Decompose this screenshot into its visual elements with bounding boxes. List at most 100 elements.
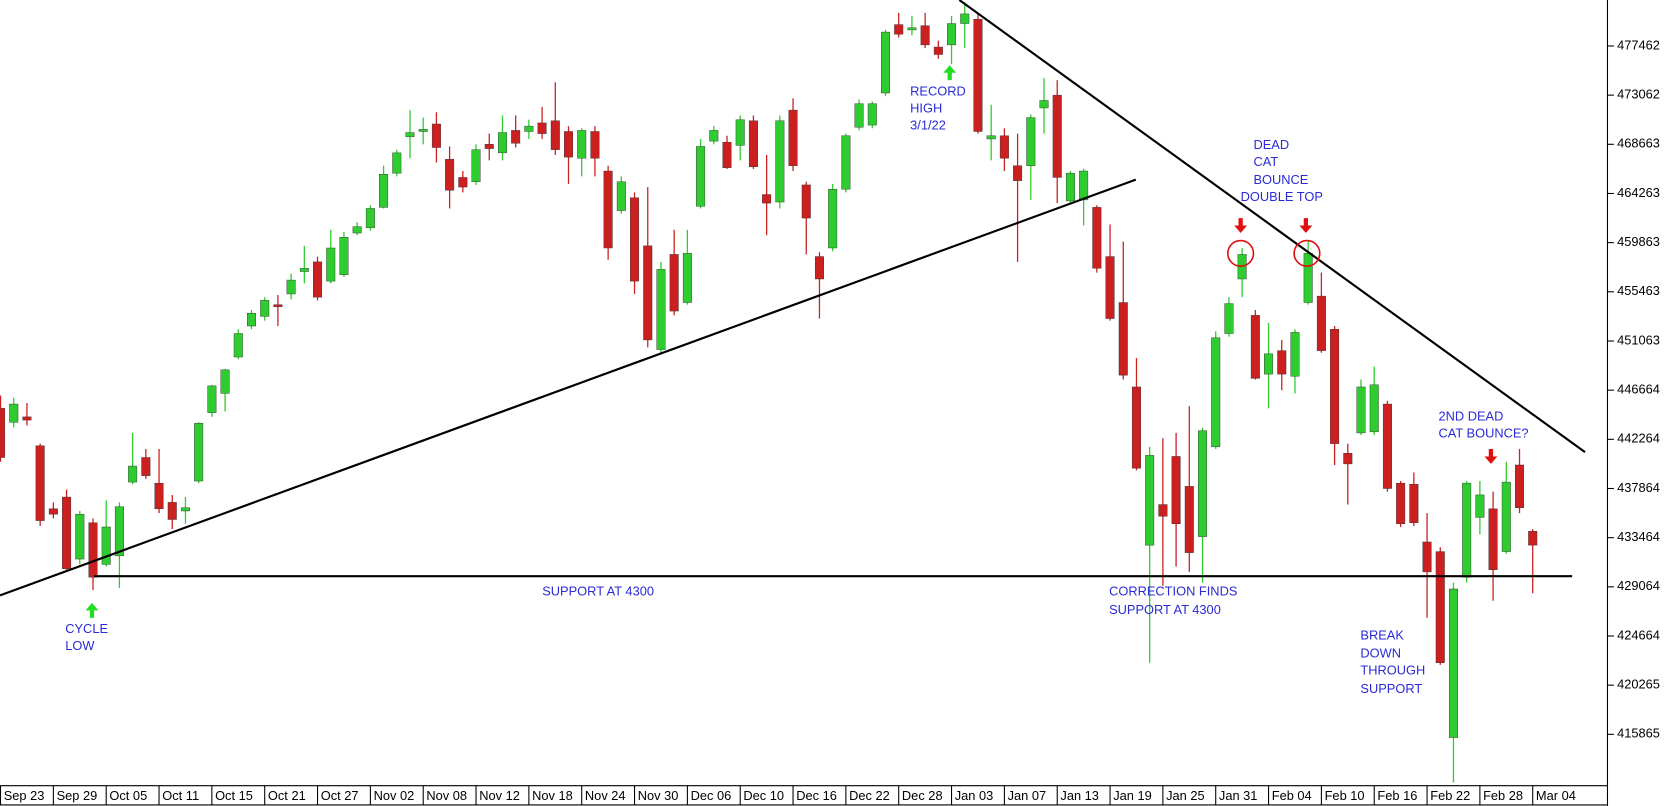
- x-tick-label: Feb 22: [1430, 788, 1470, 803]
- candle-body: [775, 120, 785, 203]
- candle-body: [524, 125, 534, 132]
- x-tick-label: Feb 04: [1272, 788, 1312, 803]
- down-arrow: [1299, 218, 1313, 234]
- y-tick-label: 459863: [1617, 234, 1660, 249]
- annotation: CORRECTION FINDS: [1109, 584, 1237, 599]
- annotation: 3/1/22: [910, 118, 946, 133]
- annotation: DOWN: [1360, 646, 1401, 661]
- candle-body: [1171, 456, 1181, 524]
- candle-body: [1264, 353, 1274, 375]
- candle-body: [1515, 464, 1525, 508]
- y-tick-label: 433464: [1617, 529, 1660, 544]
- annotation: CYCLE: [65, 621, 108, 636]
- candle-body: [1079, 170, 1089, 201]
- candle-body: [735, 119, 745, 146]
- candle-body: [920, 25, 930, 46]
- annotation: DOUBLE TOP: [1241, 189, 1323, 204]
- candle-body: [894, 24, 904, 35]
- candle-body: [933, 46, 943, 55]
- candle-body: [577, 130, 587, 159]
- candle-body: [1501, 481, 1511, 552]
- x-tick-label: Oct 27: [321, 788, 359, 803]
- candle-body: [352, 226, 362, 234]
- candle-body: [471, 149, 481, 182]
- x-tick-label: Jan 19: [1113, 788, 1152, 803]
- candle-body: [1184, 486, 1194, 553]
- candle-body: [497, 132, 507, 154]
- annotation: SUPPORT AT 4300: [1109, 602, 1221, 617]
- candle-body: [537, 122, 547, 134]
- down-arrow: [1234, 218, 1248, 234]
- candle-body: [550, 120, 560, 150]
- candle-body: [286, 279, 296, 295]
- annotation: CAT BOUNCE?: [1438, 425, 1528, 440]
- candle-body: [1343, 453, 1353, 465]
- candle-body: [801, 184, 811, 219]
- annotation: DEAD: [1253, 137, 1289, 152]
- x-tick-label: Jan 25: [1166, 788, 1205, 803]
- candle-body: [1211, 337, 1221, 448]
- x-tick-label: Dec 10: [743, 788, 784, 803]
- candle-body: [101, 526, 111, 565]
- y-tick-label: 477462: [1617, 37, 1660, 52]
- candle-body: [814, 256, 824, 280]
- candle-body: [1396, 482, 1406, 524]
- candle-body: [867, 103, 877, 126]
- candle-body: [1422, 541, 1432, 573]
- candle-body: [1026, 117, 1036, 166]
- candle-body: [788, 109, 798, 166]
- candle-body: [1382, 403, 1392, 489]
- candle-body: [180, 507, 190, 512]
- highlight-circle: [1293, 239, 1321, 267]
- candle-body: [247, 312, 256, 327]
- candle-body: [960, 13, 970, 24]
- y-tick-label: 437864: [1617, 480, 1660, 495]
- candle-body: [682, 253, 692, 303]
- y-tick-label: 455463: [1617, 283, 1660, 298]
- candle-body: [1369, 384, 1379, 433]
- candle-body: [748, 120, 758, 167]
- candle-body: [313, 261, 323, 298]
- candle-body: [88, 522, 98, 578]
- y-tick-label: 473062: [1617, 87, 1660, 102]
- candle-body: [907, 27, 917, 31]
- y-tick-label: 464263: [1617, 185, 1660, 200]
- candle-body: [22, 416, 32, 421]
- candle-body: [590, 131, 600, 159]
- candle-body: [154, 482, 164, 510]
- candle-body: [141, 457, 151, 476]
- candle-body: [392, 152, 402, 174]
- candle-body: [339, 237, 349, 275]
- candle-body: [947, 23, 957, 46]
- candle-body: [1039, 100, 1049, 109]
- candle-body: [828, 188, 838, 249]
- annotation: 2ND DEAD: [1438, 408, 1503, 423]
- candle-body: [986, 135, 996, 140]
- candle-body: [273, 304, 283, 308]
- candle-body: [881, 31, 890, 94]
- y-tick-label: 468663: [1617, 136, 1660, 151]
- candle-body: [1277, 350, 1287, 375]
- candle-body: [1462, 482, 1472, 578]
- candle-body: [260, 300, 270, 317]
- candle-body: [973, 19, 983, 132]
- x-tick-label: Dec 16: [796, 788, 837, 803]
- up-arrow: [85, 602, 99, 618]
- up-arrow: [943, 65, 957, 81]
- y-tick-label: 420265: [1617, 677, 1660, 692]
- candle-body: [128, 465, 138, 483]
- annotation: HIGH: [910, 100, 942, 115]
- annotation: THROUGH: [1360, 663, 1425, 678]
- candle-body: [1435, 551, 1445, 663]
- x-tick-label: Dec 28: [902, 788, 943, 803]
- candle-body: [722, 141, 732, 169]
- x-tick-label: Nov 18: [532, 788, 573, 803]
- candle-body: [431, 123, 441, 148]
- candle-body: [365, 208, 375, 228]
- candle-body: [62, 496, 72, 569]
- annotation: RECORD: [910, 83, 966, 98]
- x-tick-label: Jan 31: [1219, 788, 1258, 803]
- candle-body: [1065, 172, 1075, 202]
- annotation: SUPPORT AT 4300: [542, 584, 654, 599]
